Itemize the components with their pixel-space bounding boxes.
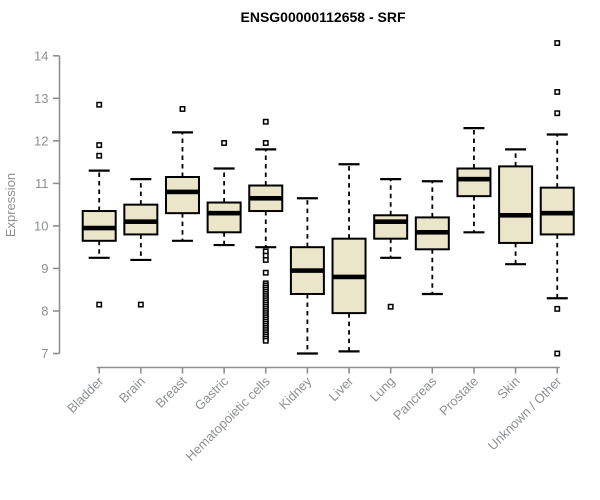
y-tick-label: 8 (41, 304, 48, 319)
outlier-point (554, 350, 561, 357)
x-tick-label-kidney: Kidney (276, 373, 315, 412)
outlier-point (262, 269, 269, 276)
median-line (415, 229, 449, 235)
y-axis: 7 8 9 10 11 12 13 14 (34, 48, 61, 361)
outlier-point (387, 303, 394, 310)
boxplot-prostate (456, 127, 492, 234)
x-tick-label-pancreas: Pancreas (390, 373, 440, 423)
boxplot-skin (498, 148, 534, 266)
outlier-point (96, 301, 103, 308)
x-tick-label-brain: Brain (116, 374, 148, 406)
outlier-point (554, 110, 561, 117)
outlier-point (262, 118, 269, 125)
y-tick-label: 10 (34, 218, 48, 233)
x-tick-label-breast: Breast (152, 373, 189, 410)
outlier-point (554, 89, 561, 95)
chart-title: ENSG00000112658 - SRF (241, 9, 406, 25)
iqr-box (498, 165, 534, 244)
median-line (540, 210, 574, 216)
median-line (124, 219, 158, 224)
iqr-box (456, 167, 492, 198)
median-line (207, 210, 241, 216)
outlier-point (221, 140, 228, 146)
outlier-point (96, 101, 103, 108)
y-tick-label: 14 (34, 48, 48, 63)
outlier-point (262, 256, 269, 263)
median-line (457, 176, 491, 182)
y-tick-label: 7 (41, 346, 48, 361)
boxplot-unknown-other (539, 40, 575, 357)
x-tick-label-lung: Lung (367, 374, 398, 405)
median-line (332, 274, 366, 280)
boxplot-brain (123, 178, 159, 308)
y-tick-label: 11 (35, 176, 49, 191)
boxplot-pancreas (414, 180, 450, 296)
x-tick-label-skin: Skin (494, 374, 522, 402)
outlier-point (262, 140, 269, 146)
x-tick-label-gastric: Gastric (192, 373, 232, 413)
median-line (165, 189, 199, 195)
x-tick-label-unknown-other: Unknown / Other (485, 373, 565, 453)
outlier-point (137, 301, 144, 308)
iqr-box (164, 176, 200, 215)
x-tick-label-prostate: Prostate (436, 374, 481, 419)
boxplot-bladder (81, 101, 117, 308)
x-tick-label-liver: Liver (326, 373, 357, 404)
outlier-point (554, 305, 561, 312)
boxplot-gastric (206, 140, 242, 247)
boxplot-lung (373, 178, 409, 310)
y-tick-label: 9 (41, 261, 48, 276)
median-line (499, 212, 533, 218)
boxplot-hematopoietic-cells (248, 118, 284, 344)
median-line (249, 195, 283, 201)
iqr-box (373, 214, 409, 240)
y-tick-label: 12 (34, 133, 48, 148)
boxplot-kidney (289, 197, 325, 355)
x-tick-label-bladder: Bladder (64, 373, 107, 416)
outlier-point (96, 142, 103, 149)
y-tick-label: 13 (34, 91, 48, 106)
outlier-point (554, 40, 561, 46)
outlier-point (96, 152, 103, 159)
y-axis-title: Expression (3, 173, 18, 237)
median-line (82, 225, 116, 231)
median-line (290, 268, 324, 273)
iqr-box (206, 201, 242, 234)
boxplot-liver (331, 163, 367, 353)
median-line (374, 219, 408, 224)
outlier-point (262, 337, 269, 344)
outlier-point (179, 106, 186, 112)
boxplot-breast (164, 106, 200, 242)
